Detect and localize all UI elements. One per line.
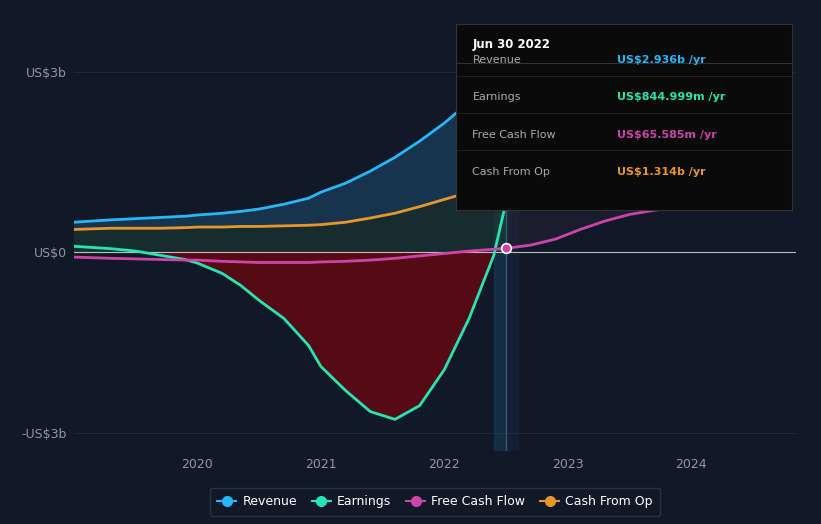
Text: Cash From Op: Cash From Op (473, 167, 550, 177)
Bar (493, 42, 506, 451)
Legend: Revenue, Earnings, Free Cash Flow, Cash From Op: Revenue, Earnings, Free Cash Flow, Cash … (210, 488, 660, 516)
Text: US$2.936b /yr: US$2.936b /yr (617, 55, 706, 65)
Text: US$844.999m /yr: US$844.999m /yr (617, 92, 726, 102)
Text: Analysts Forecasts: Analysts Forecasts (519, 56, 635, 69)
Text: Earnings: Earnings (473, 92, 521, 102)
Bar (506, 42, 519, 451)
Text: Free Cash Flow: Free Cash Flow (473, 129, 556, 139)
Text: Jun 30 2022: Jun 30 2022 (473, 38, 551, 51)
Text: Revenue: Revenue (473, 55, 521, 65)
Text: Past: Past (473, 56, 498, 69)
Text: US$65.585m /yr: US$65.585m /yr (617, 129, 717, 139)
Text: US$1.314b /yr: US$1.314b /yr (617, 167, 706, 177)
